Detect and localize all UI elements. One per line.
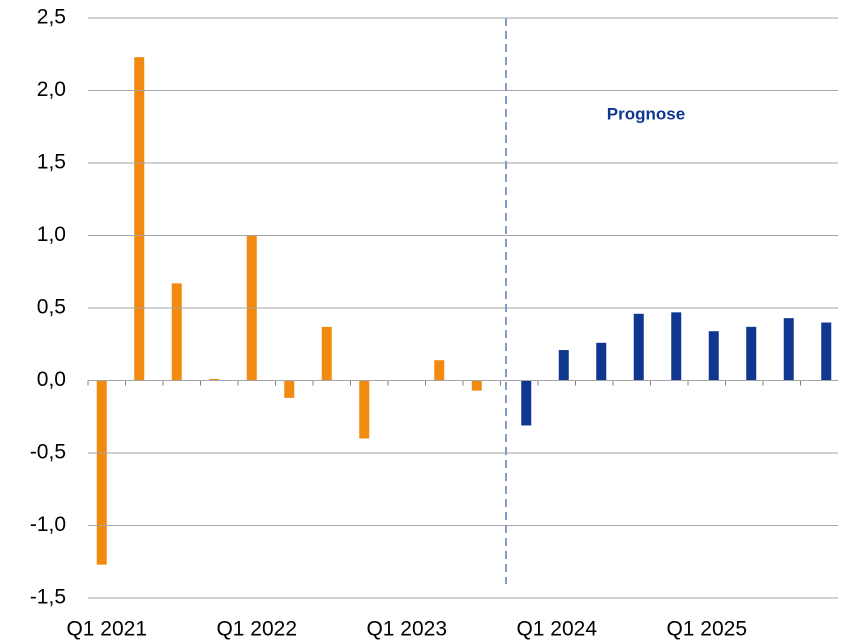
- x-tick-label: Q1 2021: [66, 618, 147, 641]
- y-tick-label: 1,5: [37, 151, 66, 174]
- y-tick-label: -1,5: [30, 586, 66, 609]
- bar: [359, 380, 370, 439]
- bar: [134, 57, 145, 381]
- y-tick-label: 0,5: [37, 296, 66, 319]
- bar: [471, 380, 482, 391]
- y-tick-label: 2,5: [37, 6, 66, 29]
- x-tick-label: Q1 2022: [216, 618, 297, 641]
- bar: [746, 326, 757, 381]
- bar: [671, 312, 682, 381]
- y-tick-label: -0,5: [30, 441, 66, 464]
- annotation: Prognose: [607, 104, 685, 123]
- bar: [521, 380, 532, 426]
- y-tick-label: 1,0: [37, 223, 66, 246]
- bar: [596, 342, 607, 381]
- bar: [783, 318, 794, 381]
- x-tick-label: Q1 2025: [666, 618, 747, 641]
- bar: [821, 322, 832, 381]
- bar: [209, 379, 220, 381]
- bar: [633, 313, 644, 381]
- bar: [321, 326, 332, 381]
- y-tick-label: 0,0: [37, 368, 66, 391]
- y-tick-label: -1,0: [30, 513, 66, 536]
- bar: [708, 331, 719, 381]
- bar: [558, 350, 569, 381]
- y-tick-label: 2,0: [37, 78, 66, 101]
- bar: [284, 380, 295, 398]
- x-tick-label: Q1 2023: [366, 618, 447, 641]
- bar: [171, 283, 182, 381]
- x-tick-label: Q1 2024: [516, 618, 597, 641]
- bar: [96, 380, 107, 565]
- bar: [434, 360, 445, 381]
